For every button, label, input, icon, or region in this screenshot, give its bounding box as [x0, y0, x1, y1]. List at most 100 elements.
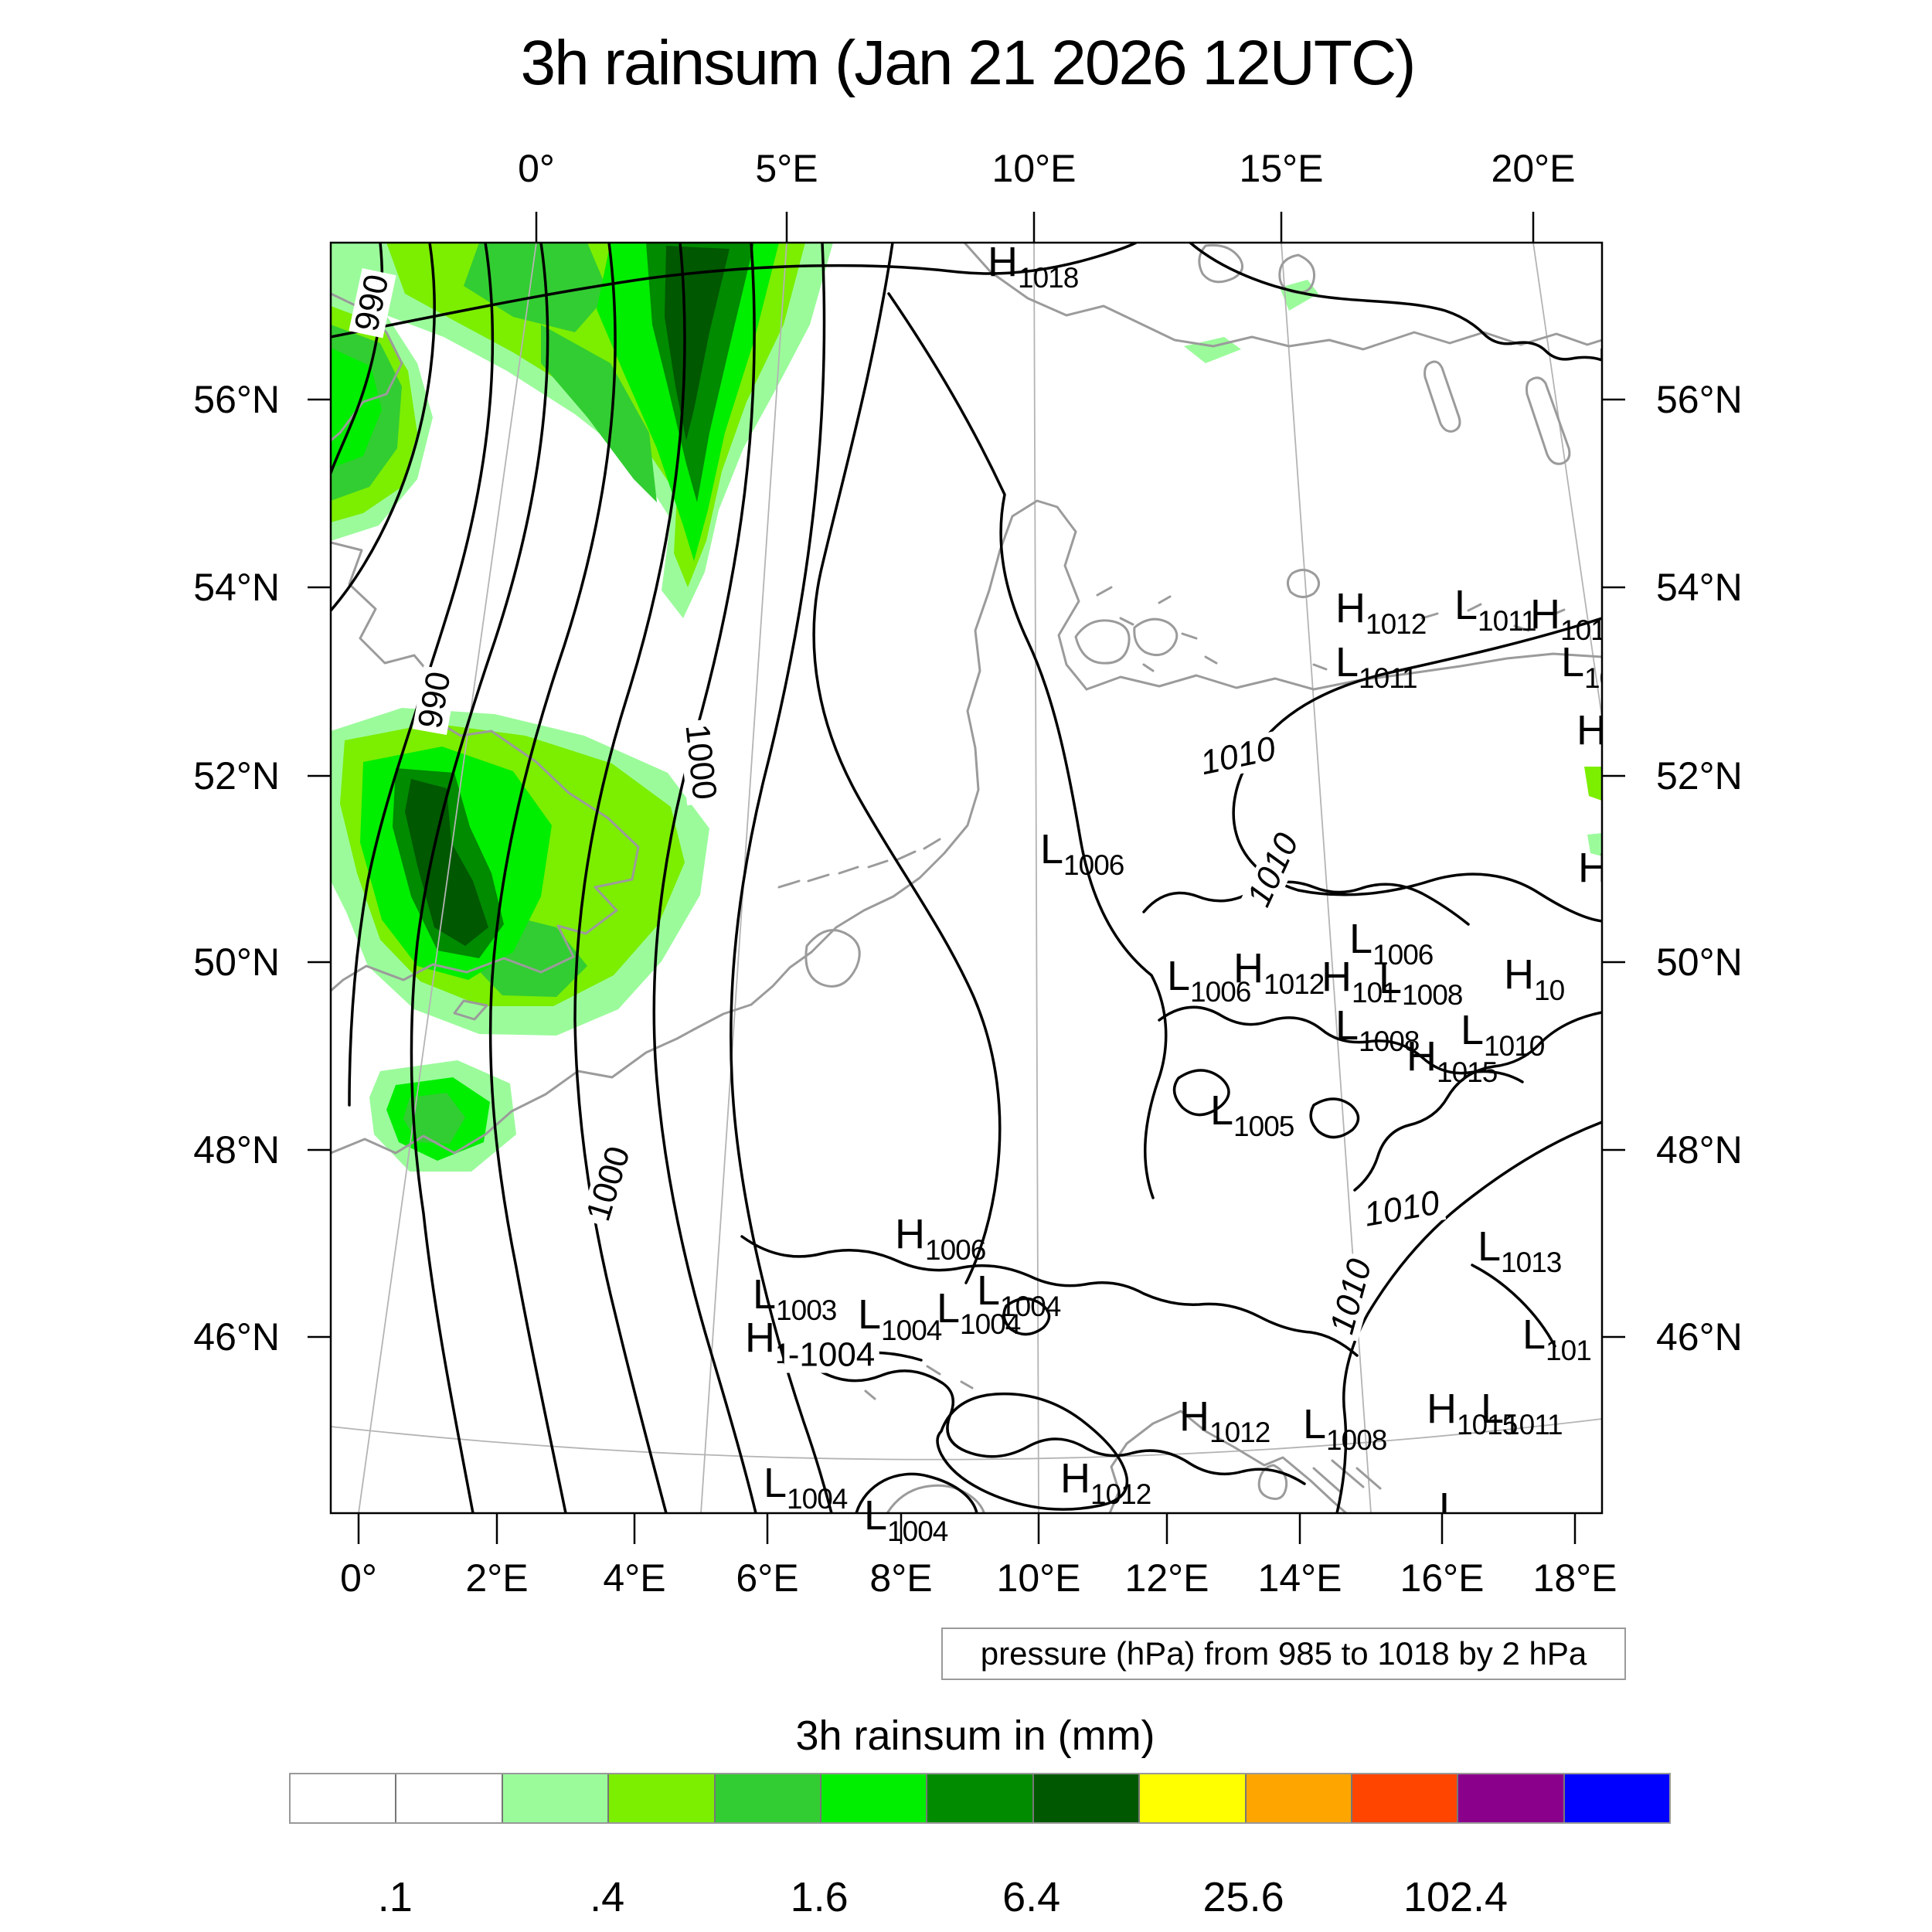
pressure-legend-text: pressure (hPa) from 985 to 1018 by 2 hPa: [980, 1635, 1587, 1672]
pressure-contour: [1309, 1097, 1360, 1139]
axis-label-top: 15°E: [1239, 147, 1324, 190]
pressure-letter: L: [858, 1291, 882, 1338]
pressure-contour: [802, 1359, 1306, 1485]
colorbar-cell: [1564, 1774, 1670, 1822]
pressure-value: 1004: [881, 1315, 942, 1346]
pressure-letter: H: [1321, 954, 1352, 1000]
colorbar-tick-label: 1.6: [790, 1874, 849, 1920]
pressure-value: 1003: [776, 1294, 837, 1326]
colorbar-cell: [927, 1774, 1034, 1822]
pressure-center-high: H1006: [895, 1213, 986, 1264]
pressure-letter: L: [1461, 1007, 1485, 1053]
rain-areas: [331, 243, 1602, 1172]
axis-label-bottom: 8°E: [869, 1556, 933, 1600]
pressure-contour: [1172, 1069, 1230, 1117]
rain-area: [1584, 767, 1602, 801]
pressure-contour: [855, 1472, 978, 1513]
colorbar-title: 3h rainsum in (mm): [795, 1713, 1155, 1759]
pressure-letter: H: [1578, 845, 1602, 891]
colorbar-cell: [1352, 1774, 1459, 1822]
colorbar-cell: [715, 1774, 821, 1822]
pressure-value: 1005: [1233, 1111, 1294, 1142]
pressure-contour: [1471, 1264, 1556, 1348]
axis-label-left: 52°N: [193, 754, 280, 798]
pressure-letter: L: [937, 1285, 961, 1332]
axis-label-bottom: 12°E: [1124, 1556, 1209, 1600]
contour-label: -1004: [784, 1338, 879, 1373]
axis-label-bottom: 0°: [340, 1556, 377, 1600]
pressure-contour: [488, 243, 617, 1513]
colorbar-cell: [291, 1774, 397, 1822]
pressure-contour: [1158, 1005, 1524, 1083]
axis-label-bottom: 2°E: [465, 1556, 529, 1600]
coastline: [1133, 617, 1179, 657]
pressure-center-high: H10: [1504, 954, 1565, 1006]
pressure-value: 10: [1534, 975, 1565, 1006]
pressure-center-low: L1003: [753, 1271, 837, 1326]
pressure-value: 1012: [1090, 1478, 1151, 1510]
pressure-letter: L: [1167, 953, 1191, 999]
axis-label-left: 50°N: [193, 940, 280, 984]
pressure-contour: [1335, 1121, 1602, 1513]
coastline: [1198, 243, 1244, 284]
axis-label-top: 10°E: [992, 147, 1077, 190]
pressure-center-low: L1006: [1349, 916, 1434, 969]
coastline: [886, 1484, 985, 1513]
pressure-value: 1012: [1209, 1417, 1270, 1448]
pressure-letter: H: [745, 1315, 775, 1361]
colorbar-cell: [1033, 1774, 1141, 1822]
colorbar-cell: [821, 1774, 928, 1822]
colorbar-cell: [609, 1774, 716, 1822]
axis-label-bottom: 10°E: [996, 1556, 1081, 1600]
pressure-center-high: H1012: [1179, 1396, 1270, 1447]
map-label-layer: H1018H1012L1011H1013L1011L10HL1006HL1006…: [331, 243, 1602, 1513]
colorbar-cell: [1246, 1774, 1352, 1822]
pressure-letter: L: [1349, 916, 1373, 962]
pressure-contour: [887, 292, 1168, 1199]
axis-label-top: 5°E: [755, 147, 818, 190]
pressure-contour: [1002, 1297, 1051, 1336]
pressure-contour: [410, 243, 549, 1513]
pressure-value: 1013: [1560, 614, 1602, 646]
pressure-center-low: L: [1439, 1487, 1462, 1513]
pressure-value: 1018: [1018, 262, 1079, 294]
pressure-center-low: L10: [1561, 641, 1602, 692]
pressure-contour: [1353, 1011, 1602, 1192]
colorbar-cell: [1140, 1774, 1247, 1822]
pressure-contour: [1189, 243, 1602, 362]
pressure-center-low: L1006: [1040, 828, 1124, 879]
pressure-center-high: H1015: [1406, 1036, 1498, 1087]
pressure-contour: [730, 243, 833, 1513]
pressure-center-low: L1008: [1303, 1401, 1387, 1454]
pressure-center-low: L1011: [1335, 641, 1418, 692]
colorbar-tick-label: 25.6: [1202, 1874, 1284, 1920]
pressure-center-low: L1004: [864, 1492, 948, 1546]
colorbar: [289, 1773, 1671, 1824]
coastline: [864, 1365, 974, 1400]
axis-label-right: 48°N: [1656, 1128, 1743, 1172]
axis-label-left: 46°N: [193, 1315, 280, 1359]
map-frame: [329, 241, 1604, 1515]
pressure-center-low: L1006: [1167, 953, 1251, 1006]
pressure-letter: L: [1303, 1401, 1327, 1447]
axis-label-bottom: 4°E: [603, 1556, 666, 1600]
pressure-value: 101: [1352, 977, 1398, 1009]
pressure-center-low: L1004: [937, 1285, 1021, 1338]
pressure-letter: L: [864, 1492, 888, 1539]
pressure-center-low: L101: [1522, 1314, 1592, 1365]
axis-label-right: 56°N: [1656, 378, 1743, 421]
contour-label: 1010: [1323, 1252, 1379, 1342]
coastline: [453, 999, 488, 1021]
pressure-center-high: H1012: [1060, 1458, 1151, 1509]
pressure-center-high: H1015: [1427, 1388, 1518, 1439]
rain-area: [665, 246, 730, 440]
colorbar-cell: [396, 1774, 503, 1822]
pressure-letter: L: [1454, 582, 1478, 628]
pressure-center-low: L1013: [1478, 1226, 1562, 1277]
colorbar-cell: [502, 1774, 610, 1822]
pressure-center-high: H: [1578, 847, 1602, 898]
pressure-value: 1011: [1478, 605, 1537, 637]
pressure-letter: L: [753, 1271, 777, 1318]
meridian-20e: [1532, 243, 1602, 723]
